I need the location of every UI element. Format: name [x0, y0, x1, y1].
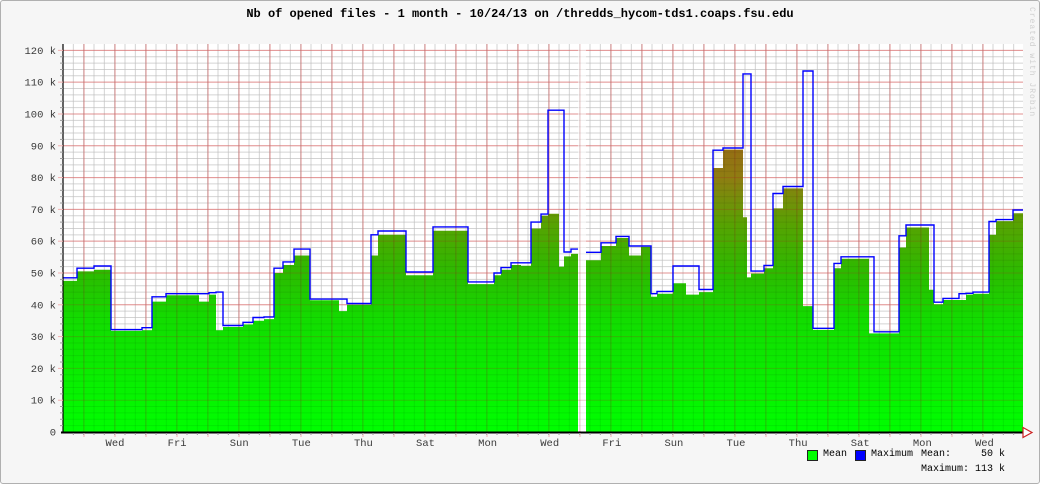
y-tick-label: 10 k — [31, 396, 56, 408]
x-tick-label: Sat — [851, 438, 870, 450]
x-tick-label: Thu — [354, 438, 373, 450]
x-tick-label: Tue — [727, 438, 746, 450]
chart-title: Nb of opened files - 1 month - 10/24/13 … — [246, 7, 794, 21]
y-tick-label: 100 k — [24, 110, 56, 122]
x-tick-label: Sat — [416, 438, 435, 450]
x-tick-label: Mon — [478, 438, 497, 450]
y-tick-label: 40 k — [31, 300, 56, 312]
y-tick-label: 0 — [50, 428, 56, 440]
y-tick-label: 120 k — [24, 46, 56, 58]
y-tick-label: 110 k — [24, 78, 56, 90]
x-tick-label: Wed — [975, 438, 994, 450]
x-tick-label: Fri — [168, 438, 187, 450]
x-tick-label: Wed — [540, 438, 559, 450]
y-tick-label: 50 k — [31, 269, 56, 281]
x-tick-label: Sun — [230, 438, 249, 450]
x-tick-label: Wed — [106, 438, 125, 450]
x-tick-label: Tue — [292, 438, 311, 450]
y-tick-label: 70 k — [31, 205, 56, 217]
x-tick-label: Sun — [664, 438, 683, 450]
y-tick-label: 90 k — [31, 141, 56, 153]
watermark: Created with JRobin — [1027, 7, 1036, 118]
y-tick-label: 60 k — [31, 237, 56, 249]
x-tick-label: Thu — [789, 438, 808, 450]
y-tick-label: 80 k — [31, 173, 56, 185]
y-tick-label: 30 k — [31, 332, 56, 344]
x-tick-label: Mon — [913, 438, 932, 450]
y-tick-label: 20 k — [31, 364, 56, 376]
x-tick-label: Fri — [602, 438, 621, 450]
